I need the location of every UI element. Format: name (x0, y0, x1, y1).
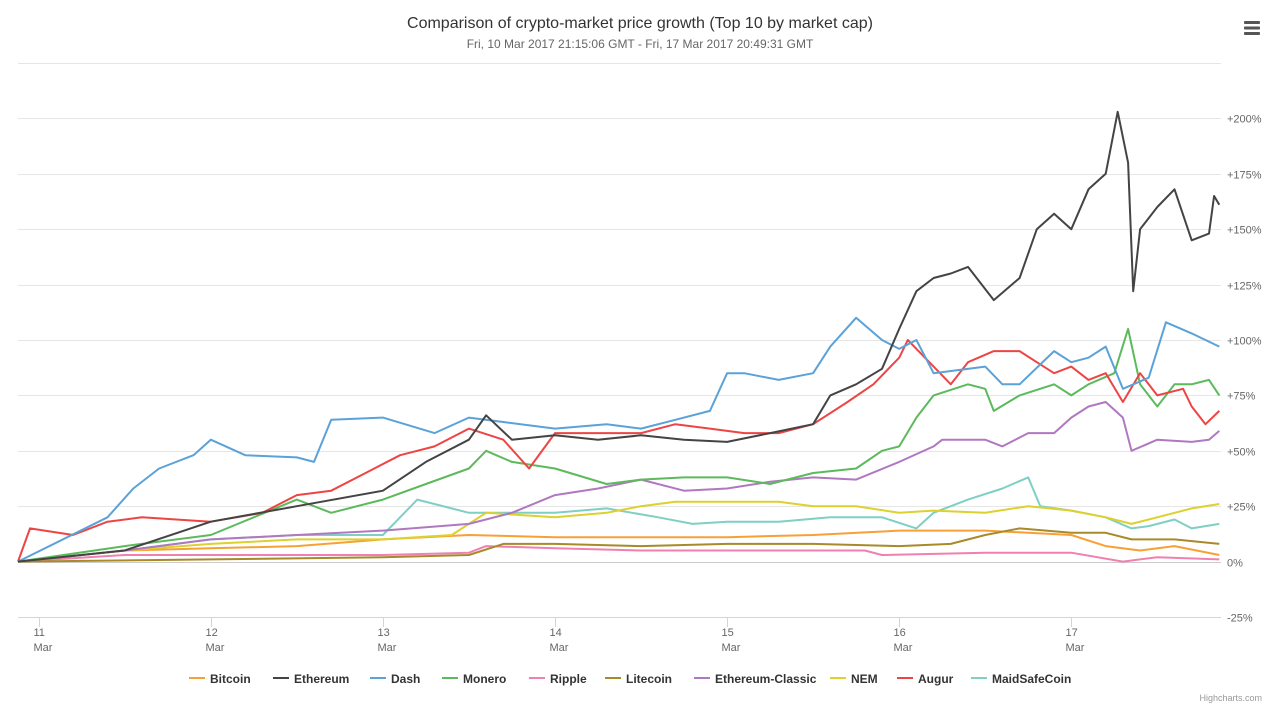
legend-swatch (897, 677, 913, 679)
legend-label: MaidSafeCoin (992, 672, 1071, 686)
series-line-ethereum-classic[interactable] (17, 401, 1220, 563)
legend-item-nem[interactable]: NEM (830, 672, 878, 686)
y-tick-label: -25% (1227, 613, 1253, 625)
x-tick-label-day: 15 (722, 627, 734, 639)
legend-swatch (830, 677, 846, 679)
legend-label: Ethereum-Classic (715, 672, 817, 686)
chart-title: Comparison of crypto-market price growth… (407, 15, 873, 32)
x-tick-label-day: 16 (894, 627, 906, 639)
legend-item-monero[interactable]: Monero (442, 672, 506, 686)
y-tick-label: +125% (1227, 281, 1262, 293)
legend-swatch (442, 677, 458, 679)
legend-swatch (529, 677, 545, 679)
legend-swatch (273, 677, 289, 679)
legend-item-ripple[interactable]: Ripple (529, 672, 587, 686)
legend-item-dash[interactable]: Dash (370, 672, 420, 686)
legend-swatch (605, 677, 621, 679)
y-tick-label: 0% (1227, 558, 1243, 570)
y-tick-label: +100% (1227, 336, 1262, 348)
legend-swatch (189, 677, 205, 679)
legend-item-ethereum[interactable]: Ethereum (273, 672, 349, 686)
legend-label: Monero (463, 672, 506, 686)
hamburger-menu-icon (1244, 21, 1260, 35)
legend-label: NEM (851, 672, 878, 686)
y-tick-label: +25% (1227, 502, 1256, 514)
x-tick-label-month: Mar (550, 642, 569, 654)
x-tick-label-month: Mar (722, 642, 741, 654)
chart-subtitle: Fri, 10 Mar 2017 21:15:06 GMT - Fri, 17 … (467, 37, 814, 51)
x-tick-label-month: Mar (206, 642, 225, 654)
series-line-nem[interactable] (17, 500, 1220, 563)
x-tick-label-day: 11 (34, 627, 45, 639)
series-line-litecoin[interactable] (17, 527, 1220, 563)
y-tick-label: +150% (1227, 225, 1262, 237)
grid-lines (18, 63, 1221, 618)
y-tick-label: +75% (1227, 391, 1256, 403)
x-axis: 11 Mar 12 Mar 13 Mar 14 Mar 15 Mar 16 Mar 17 Mar (18, 617, 1221, 654)
legend-item-maidsafecoin[interactable]: MaidSafeCoin (971, 672, 1071, 686)
credits-link[interactable]: Highcharts.com (1199, 693, 1262, 703)
legend-label: Ripple (550, 672, 587, 686)
series-line-monero[interactable] (17, 327, 1221, 563)
legend-item-ethereum-classic[interactable]: Ethereum-Classic (694, 672, 817, 686)
series-line-dash[interactable] (17, 316, 1220, 563)
y-tick-label: +50% (1227, 447, 1256, 459)
x-tick-label-month: Mar (894, 642, 913, 654)
legend-swatch (694, 677, 710, 679)
y-tick-label: +200% (1227, 114, 1262, 126)
context-menu-button[interactable] (1238, 14, 1266, 42)
legend-label: Litecoin (626, 672, 672, 686)
legend-label: Dash (391, 672, 420, 686)
y-tick-label: +175% (1227, 170, 1262, 182)
x-tick-label-month: Mar (1066, 642, 1085, 654)
series-lines (17, 110, 1221, 563)
legend: Bitcoin Ethereum Dash Monero Ripple Litecoin E… (189, 672, 1071, 686)
x-tick-label-day: 12 (206, 627, 218, 639)
legend-label: Bitcoin (210, 672, 251, 686)
legend-swatch (971, 677, 987, 679)
x-tick-label-day: 17 (1066, 627, 1078, 639)
y-axis-labels: -25% 0% +25% +50% +75% +100% +125% +150% +175% +2… (1227, 114, 1262, 625)
legend-label: Augur (918, 672, 954, 686)
x-tick-label-day: 14 (550, 627, 562, 639)
legend-item-augur[interactable]: Augur (897, 672, 954, 686)
legend-item-litecoin[interactable]: Litecoin (605, 672, 672, 686)
series-line-ripple[interactable] (17, 545, 1220, 563)
x-tick-label-month: Mar (378, 642, 397, 654)
series-line-bitcoin[interactable] (17, 529, 1220, 563)
legend-item-bitcoin[interactable]: Bitcoin (189, 672, 251, 686)
legend-label: Ethereum (294, 672, 349, 686)
series-line-maidsafecoin[interactable] (17, 476, 1220, 563)
legend-swatch (370, 677, 386, 679)
series-line-ethereum[interactable] (17, 110, 1221, 563)
x-tick-label-day: 13 (378, 627, 390, 639)
x-tick-label-month: Mar (34, 642, 53, 654)
